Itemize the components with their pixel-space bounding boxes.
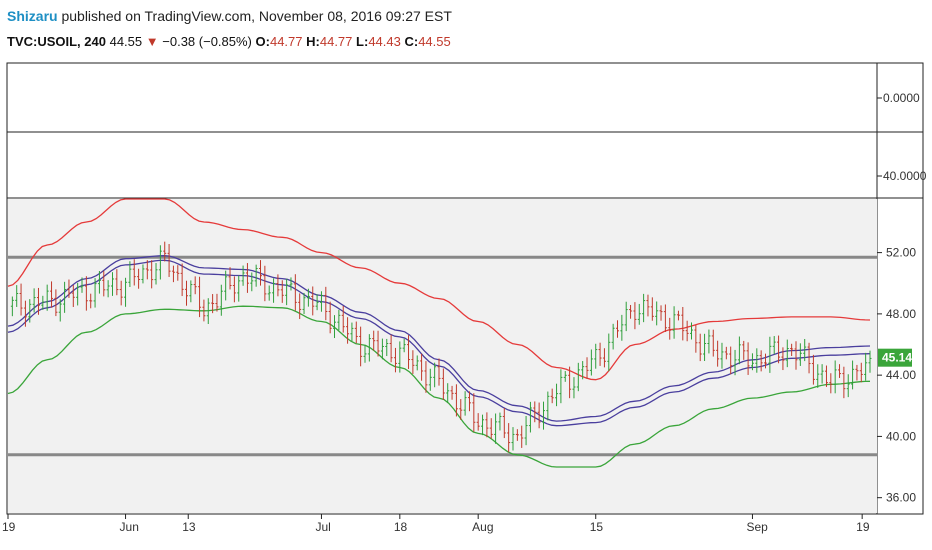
y-tick-label: 44.00: [886, 368, 916, 382]
upper-band-line: [7, 198, 871, 381]
y-tick-label: 52.00: [886, 246, 916, 260]
x-tick-label: Jul: [315, 520, 330, 534]
high-value: 44.77: [319, 34, 353, 49]
price-change: −0.38 (−0.85%): [162, 34, 252, 49]
low-label: L:: [356, 34, 369, 49]
low-value: 44.43: [368, 34, 401, 49]
open-value: 44.77: [269, 34, 303, 49]
close-value: 44.55: [418, 34, 451, 49]
high-label: H:: [306, 34, 320, 49]
main-pane: 52.00 48.00 44.00 40.00 36.00 45.14 19 Jun 13 Jul…: [2, 198, 916, 534]
down-triangle-icon: ▼: [145, 34, 159, 49]
author-link[interactable]: Shizaru: [7, 8, 58, 24]
main-pane-bg: [8, 199, 877, 513]
symbol-legend: TVC:USOIL, 240 44.55 ▼ −0.38 (−0.85%) O:…: [7, 34, 451, 49]
x-tick-label: 18: [394, 520, 408, 534]
x-tick-label: 19: [2, 520, 16, 534]
y-tick-label: 48.00: [886, 307, 916, 321]
open-label: O:: [255, 34, 270, 49]
close-label: C:: [404, 34, 419, 49]
symbol-label: TVC:USOIL, 240: [7, 34, 106, 49]
last-price-label: 45.14: [882, 351, 912, 365]
last-price-badge: [878, 348, 912, 367]
x-tick-label: 15: [590, 520, 604, 534]
publish-caption: Shizaru published on TradingView.com, No…: [7, 8, 452, 24]
x-tick-label: 19: [856, 520, 870, 534]
y-tick-label: 40.00: [886, 429, 916, 443]
lower-band-line: [7, 305, 871, 468]
x-tick-label: Sep: [746, 520, 768, 534]
x-tick-label: Aug: [472, 520, 493, 534]
price-axis-frame: [876, 62, 924, 515]
y-tick-label: 36.00: [886, 491, 916, 505]
x-tick-label: Jun: [120, 520, 139, 534]
indicator1-tick: 0.0000: [883, 91, 920, 105]
x-tick-label: 13: [182, 520, 196, 534]
indicator2-tick: 40.0000: [883, 169, 927, 183]
last-price: 44.55: [109, 34, 143, 49]
published-text: published on TradingView.com, November 0…: [57, 8, 452, 24]
